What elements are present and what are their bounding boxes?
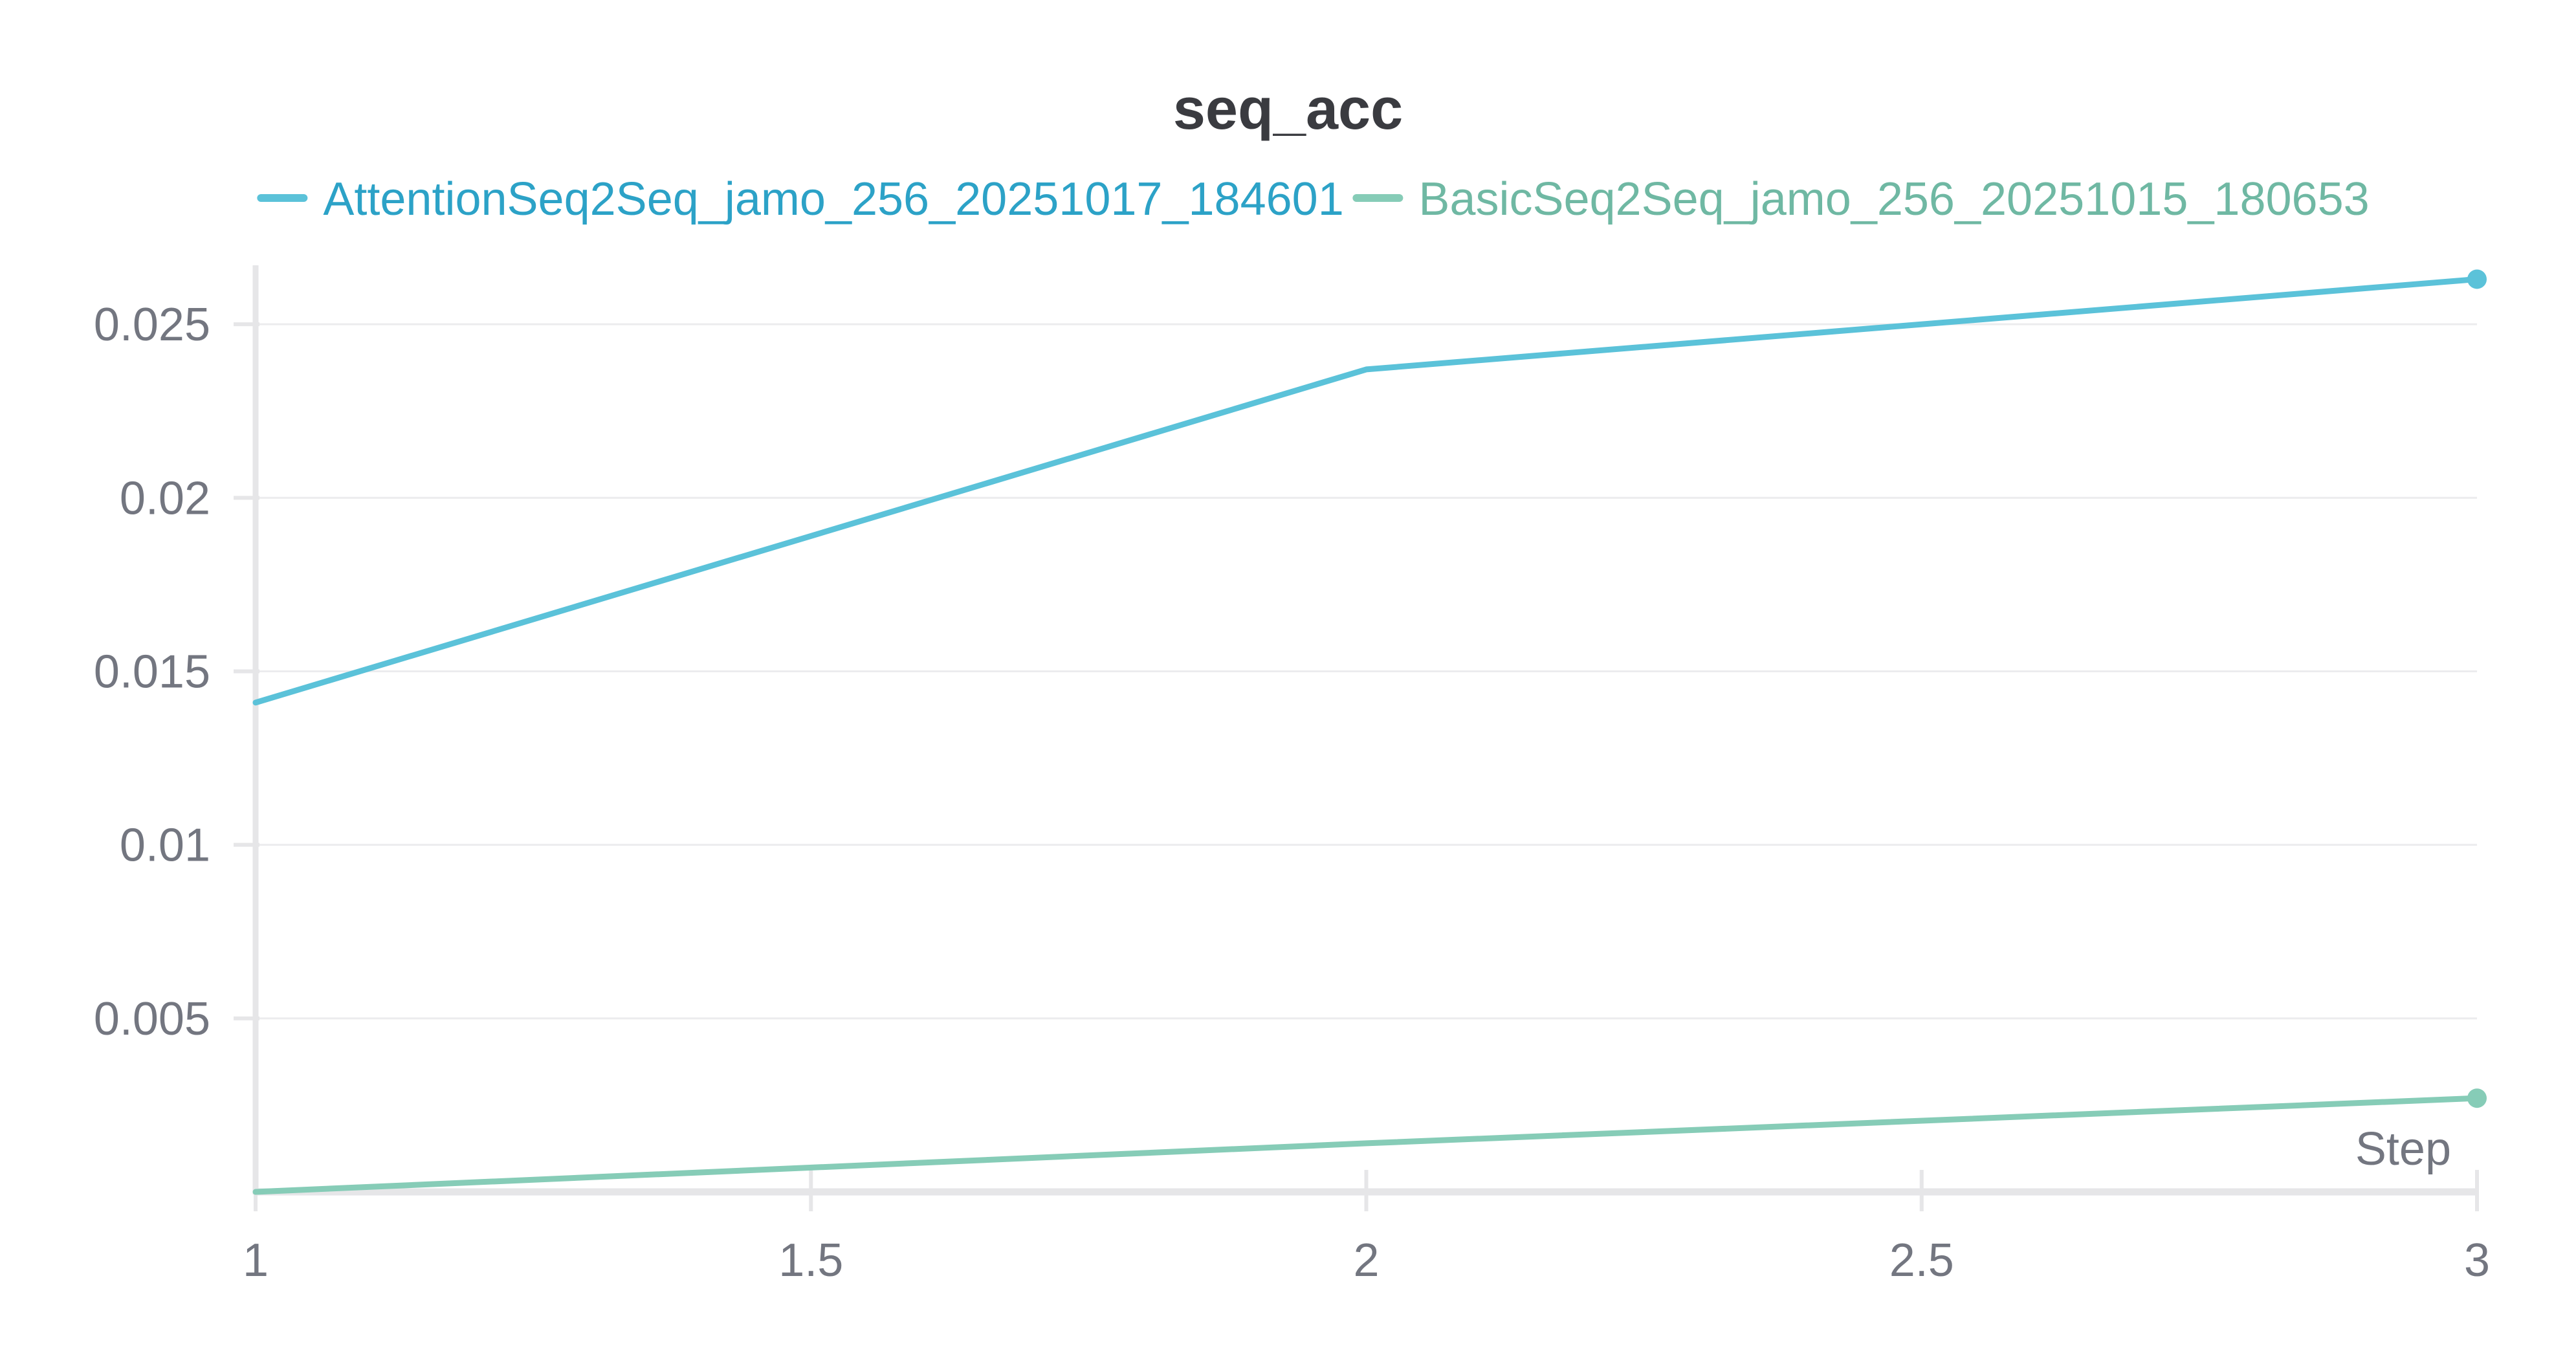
legend: AttentionSeq2Seq_jamo_256_20251017_18460… xyxy=(257,173,2370,225)
series-line[interactable] xyxy=(252,276,2480,706)
grid xyxy=(256,323,2477,1020)
axes xyxy=(234,265,2479,1211)
series-line[interactable] xyxy=(252,1095,2480,1195)
legend-item[interactable]: BasicSeq2Seq_jamo_256_20251015_180653 xyxy=(1352,173,2370,225)
series-line-group[interactable] xyxy=(252,1088,2487,1195)
x-tick-label: 2 xyxy=(1353,1235,1379,1286)
chart-title: seq_acc xyxy=(1172,77,1404,142)
legend-label: AttentionSeq2Seq_jamo_256_20251017_18460… xyxy=(323,173,1343,225)
x-tick-label: 1.5 xyxy=(778,1235,843,1286)
x-axis-label: Step xyxy=(2355,1123,2451,1175)
labels: 0.005 0.01 0.015 0.02 0.025 1 1.5 2 2.5 3 Step xyxy=(94,299,2490,1286)
y-tick-label: 0.025 xyxy=(94,299,210,351)
x-tick-label: 2.5 xyxy=(1889,1235,1954,1286)
series-layer xyxy=(252,269,2487,1195)
series-end-point[interactable] xyxy=(2467,269,2487,289)
y-tick-label: 0.015 xyxy=(94,646,210,698)
series-line-group[interactable] xyxy=(252,269,2487,706)
y-tick-label: 0.01 xyxy=(120,820,210,872)
series-end-point[interactable] xyxy=(2467,1088,2487,1108)
y-tick-label: 0.02 xyxy=(120,472,210,524)
x-tick-label: 3 xyxy=(2464,1235,2490,1286)
legend-label: BasicSeq2Seq_jamo_256_20251015_180653 xyxy=(1418,173,2369,225)
x-tick-label: 1 xyxy=(243,1235,269,1286)
legend-item[interactable]: AttentionSeq2Seq_jamo_256_20251017_18460… xyxy=(257,173,1344,225)
y-tick-label: 0.005 xyxy=(94,993,210,1045)
